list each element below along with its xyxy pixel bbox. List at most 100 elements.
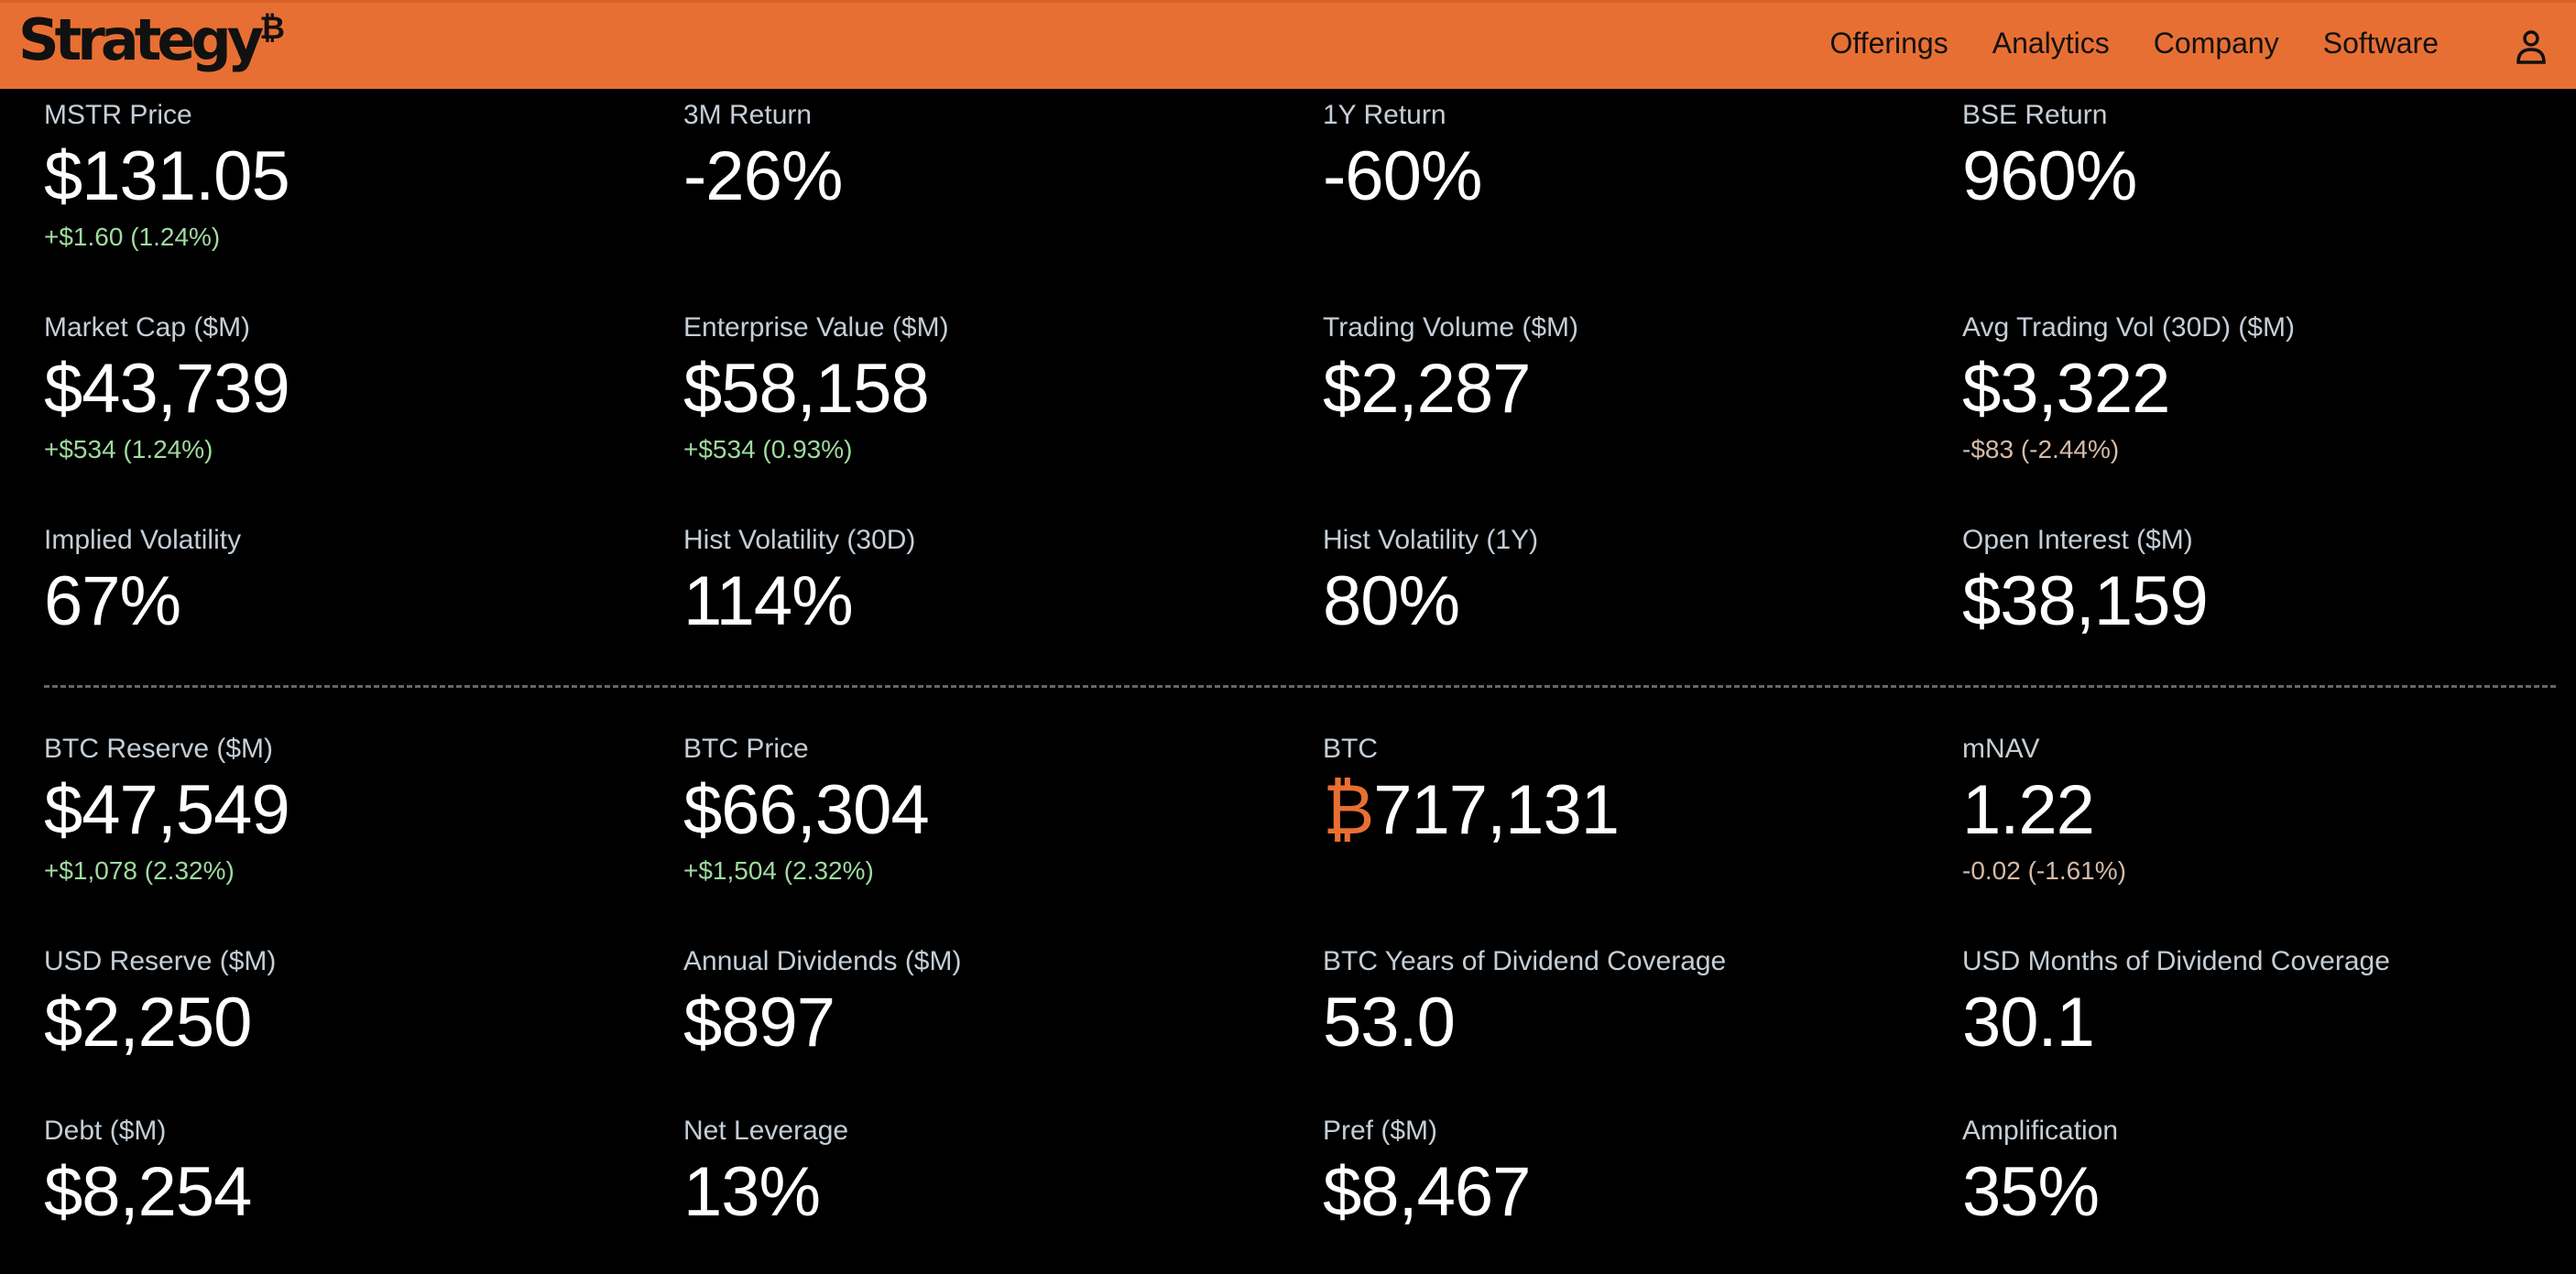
metrics-row: BTC Reserve ($M) $47,549 +$1,078 (2.32%) BT… (44, 723, 2576, 935)
metric-change: +$1.60 (1.24%) (44, 223, 221, 251)
metric-label: Trading Volume ($M) (1323, 312, 1578, 343)
metric-value-text: 717,131 (1373, 771, 1620, 849)
metrics-row: Implied Volatility 67% Hist Volatility (30… (44, 514, 2576, 683)
metrics-row: USD Reserve ($M) $2,250 Annual Dividends (… (44, 935, 2576, 1105)
metric-label: USD Months of Dividend Coverage (1962, 946, 2390, 976)
metric-change: -$83 (-2.44%) (1962, 435, 2120, 463)
metric-change: -0.02 (-1.61%) (1962, 856, 2126, 885)
metric-label: Avg Trading Vol (30D) ($M) (1962, 312, 2295, 343)
metric-open-interest-m: Open Interest ($M) $38,159 (1962, 514, 2576, 683)
top-bar: Strategy₿ Offerings Analytics Company So… (0, 0, 2576, 89)
metric-value-text: -60% (1323, 137, 1482, 215)
metric-value: -60% (1323, 135, 1962, 219)
metric-change: +$1,078 (2.32%) (44, 856, 235, 885)
metric-value-text: $897 (683, 984, 835, 1062)
metric-value: $2,287 (1323, 347, 1962, 431)
metric-value: 960% (1962, 135, 2576, 219)
metric-label: BTC Reserve ($M) (44, 734, 274, 764)
nav-offerings[interactable]: Offerings (1829, 27, 1948, 60)
metric-label: 1Y Return (1323, 100, 1446, 130)
metric-enterprise-value-m: Enterprise Value ($M) $58,158 +$534 (0.93%… (683, 301, 1323, 514)
metric-label: Annual Dividends ($M) (683, 946, 962, 976)
metric-value-text: 13% (683, 1153, 821, 1231)
metric-value-text: $58,158 (683, 350, 930, 428)
nav-software[interactable]: Software (2322, 27, 2439, 60)
metrics-row: Market Cap ($M) $43,739 +$534 (1.24%) Enter… (44, 301, 2576, 514)
logo-text: Strategy (18, 6, 264, 73)
metric-btc-years-of-dividend-coverage: BTC Years of Dividend Coverage 53.0 (1323, 935, 1962, 1105)
metric-value-text: 960% (1962, 137, 2137, 215)
metric-value-text: $38,159 (1962, 562, 2209, 640)
metric-value: $47,549 (44, 768, 683, 853)
metric-value-text: 35% (1962, 1153, 2100, 1231)
metric-value-text: 114% (683, 562, 854, 640)
metric-value: $58,158 (683, 347, 1323, 431)
metric-pref-m: Pref ($M) $8,467 (1323, 1105, 1962, 1274)
metric-value: 13% (683, 1150, 1323, 1235)
metric-value-text: $8,467 (1323, 1153, 1531, 1231)
metric-value-text: $2,287 (1323, 350, 1531, 428)
metric-value-text: $8,254 (44, 1153, 252, 1231)
metric-value: 35% (1962, 1150, 2576, 1235)
metric-mnav: mNAV 1.22 -0.02 (-1.61%) (1962, 723, 2576, 935)
metric-change: +$534 (1.24%) (44, 435, 213, 463)
metric-value-text: $131.05 (44, 137, 290, 215)
metric-market-cap-m: Market Cap ($M) $43,739 +$534 (1.24%) (44, 301, 683, 514)
metric-label: Implied Volatility (44, 525, 242, 555)
metric-label: BSE Return (1962, 100, 2108, 130)
metric-label: 3M Return (683, 100, 813, 130)
metric-value: $8,467 (1323, 1150, 1962, 1235)
metric-trading-volume-m: Trading Volume ($M) $2,287 (1323, 301, 1962, 514)
main-nav: Offerings Analytics Company Software (1829, 27, 2439, 60)
metric-change: +$1,504 (2.32%) (683, 856, 874, 885)
metric-value: 30.1 (1962, 981, 2576, 1065)
bitcoin-logo-mark: ₿ (259, 10, 285, 47)
metric-value: $38,159 (1962, 560, 2576, 644)
metric-btc-price: BTC Price $66,304 +$1,504 (2.32%) (683, 723, 1323, 935)
metric-btc-reserve-m: BTC Reserve ($M) $47,549 +$1,078 (2.32%) (44, 723, 683, 935)
metric-value: 1.22 (1962, 768, 2576, 853)
metric-label: Open Interest ($M) (1962, 525, 2193, 555)
metric-btc: BTC ₿717,131 (1323, 723, 1962, 935)
metric-value: $2,250 (44, 981, 683, 1065)
nav-analytics[interactable]: Analytics (1992, 27, 2110, 60)
metric-label: Hist Volatility (30D) (683, 525, 916, 555)
metric-change: +$534 (0.93%) (683, 435, 853, 463)
metrics-content: MSTR Price $131.05 +$1.60 (1.24%) 3M Return… (0, 89, 2576, 1274)
user-account-icon[interactable] (2516, 28, 2547, 65)
metric-value-text: $47,549 (44, 771, 290, 849)
metric-label: BTC (1323, 734, 1378, 764)
metric-bse-return: BSE Return 960% (1962, 89, 2576, 301)
nav-company[interactable]: Company (2153, 27, 2279, 60)
metric-3m-return: 3M Return -26% (683, 89, 1323, 301)
metric-1y-return: 1Y Return -60% (1323, 89, 1962, 301)
metric-hist-volatility-30d: Hist Volatility (30D) 114% (683, 514, 1323, 683)
metric-value-text: 1.22 (1962, 771, 2095, 849)
metric-value-text: $2,250 (44, 984, 252, 1062)
metric-label: Enterprise Value ($M) (683, 312, 949, 343)
bitcoin-symbol-icon: ₿ (1323, 771, 1374, 849)
strategy-logo[interactable]: Strategy₿ (18, 6, 285, 73)
section-divider (44, 685, 2556, 688)
metrics-row: MSTR Price $131.05 +$1.60 (1.24%) 3M Return… (44, 89, 2576, 301)
metric-value: $43,739 (44, 347, 683, 431)
metric-value-text: $43,739 (44, 350, 290, 428)
metric-label: BTC Price (683, 734, 809, 764)
metric-label: Debt ($M) (44, 1116, 167, 1146)
metric-usd-months-of-dividend-coverage: USD Months of Dividend Coverage 30.1 (1962, 935, 2576, 1105)
metric-label: Pref ($M) (1323, 1116, 1438, 1146)
metric-net-leverage: Net Leverage 13% (683, 1105, 1323, 1274)
metric-label: Net Leverage (683, 1116, 849, 1146)
metric-mstr-price: MSTR Price $131.05 +$1.60 (1.24%) (44, 89, 683, 301)
metric-label: USD Reserve ($M) (44, 946, 277, 976)
metric-value: -26% (683, 135, 1323, 219)
metric-value-text: 80% (1323, 562, 1460, 640)
metric-value: 114% (683, 560, 1323, 644)
metric-usd-reserve-m: USD Reserve ($M) $2,250 (44, 935, 683, 1105)
metric-value: ₿717,131 (1323, 768, 1962, 853)
metric-value: $131.05 (44, 135, 683, 219)
metric-value: $66,304 (683, 768, 1323, 853)
metric-value-text: -26% (683, 137, 843, 215)
metric-value-text: $66,304 (683, 771, 930, 849)
metric-label: mNAV (1962, 734, 2040, 764)
